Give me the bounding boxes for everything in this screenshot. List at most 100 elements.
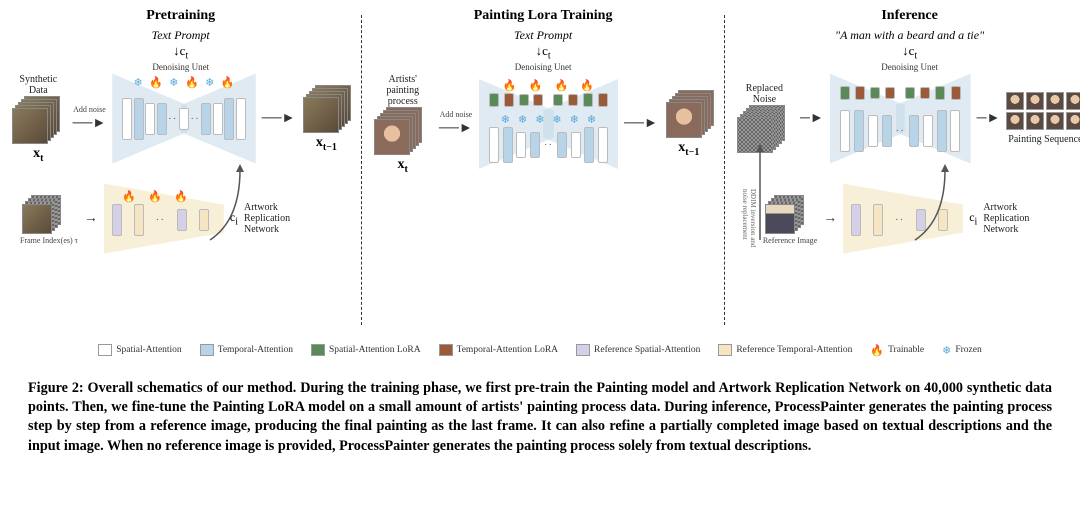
temporal-block	[937, 110, 947, 152]
unet-label: Denoising Unet	[735, 62, 1080, 72]
ct-symbol: ↓ct	[372, 43, 713, 62]
temporal-block	[557, 132, 567, 158]
xt-symbol: xt	[372, 157, 433, 175]
curve-arrow	[905, 160, 965, 250]
spatial-block	[868, 115, 878, 147]
trainable-icon: 🔥	[870, 344, 884, 357]
temporal-block	[134, 98, 144, 140]
frozen-icon: ❄	[133, 76, 142, 89]
panel-pretraining: Pretraining Text Prompt ↓ct Denoising Un…	[0, 0, 361, 365]
spatial-lora-block	[935, 86, 945, 100]
ellipsis: ··	[544, 139, 553, 151]
temporal-block	[882, 115, 892, 147]
frozen-icon: ❄	[535, 113, 544, 126]
denoising-unet-inference: ··	[830, 74, 971, 164]
figure-caption: Figure 2: Overall schematics of our meth…	[0, 365, 1080, 456]
trainable-icon: 🔥	[122, 190, 136, 203]
legend-spatial-lora: Spatial-Attention LoRA	[311, 344, 421, 356]
output-label: Painting Sequence	[1006, 134, 1080, 145]
panel-title: Pretraining	[10, 8, 351, 24]
legend-frozen: ❄ Frozen	[942, 344, 982, 357]
arrow-icon: ─►	[800, 111, 824, 127]
legend-temporal-lora: Temporal-Attention LoRA	[439, 344, 558, 356]
spatial-block	[179, 108, 189, 130]
legend-temporal-attention: Temporal-Attention	[200, 344, 293, 356]
trainable-icon: 🔥	[554, 79, 568, 92]
ellipsis: ··	[190, 113, 199, 125]
curve-arrow	[200, 160, 260, 250]
legend-ref-spatial: Reference Spatial-Attention	[576, 344, 700, 356]
spatial-block	[950, 110, 960, 152]
ellipsis: ··	[156, 214, 165, 226]
spatial-block	[236, 98, 246, 140]
temporal-block	[503, 127, 513, 163]
ct-symbol: ↓ct	[10, 43, 351, 62]
frame-index-stack	[20, 192, 64, 236]
temporal-lora-block	[855, 86, 865, 100]
legend-trainable: 🔥 Trainable	[870, 344, 924, 357]
up-arrow	[745, 140, 775, 250]
temporal-lora-block	[533, 94, 543, 106]
ref-spatial-block	[177, 209, 187, 231]
text-prompt-label: "A man with a beard and a tie"	[735, 28, 1080, 43]
ref-spatial-block	[112, 204, 122, 236]
trainable-icon: 🔥	[148, 190, 162, 203]
trainable-icon: 🔥	[529, 79, 543, 92]
spatial-lora-block	[553, 94, 563, 106]
spatial-block	[516, 132, 526, 158]
artist-process-stack	[372, 107, 422, 157]
spatial-block	[145, 103, 155, 135]
panel-title: Inference	[735, 8, 1080, 24]
temporal-block	[584, 127, 594, 163]
temporal-block	[909, 115, 919, 147]
add-noise-label: Add noise	[439, 110, 473, 119]
spatial-lora-block	[489, 93, 499, 107]
trainable-icon: 🔥	[580, 79, 594, 92]
figure-diagram: Pretraining Text Prompt ↓ct Denoising Un…	[0, 0, 1080, 365]
spatial-lora-block	[905, 87, 915, 99]
arrow-icon: ─►	[977, 111, 1001, 127]
spatial-block	[489, 127, 499, 163]
spatial-lora-block	[870, 87, 880, 99]
frozen-icon: ❄	[552, 113, 561, 126]
trainable-icon: 🔥	[221, 76, 235, 89]
panel-title: Painting Lora Training	[372, 8, 713, 24]
unet-label: Denoising Unet	[372, 62, 713, 72]
spatial-lora-block	[519, 94, 529, 106]
frozen-icon: ❄	[570, 113, 579, 126]
ellipsis: ··	[895, 214, 904, 226]
temporal-block	[530, 132, 540, 158]
temporal-block	[157, 103, 167, 135]
trainable-icon: 🔥	[185, 76, 199, 89]
text-prompt-label: Text Prompt	[372, 28, 713, 43]
arrow-icon: →	[84, 211, 98, 227]
trainable-icon: 🔥	[149, 76, 163, 89]
panel-inference: Inference "A man with a beard and a tie"…	[725, 0, 1080, 365]
spatial-block	[122, 98, 132, 140]
input-label: Artists' painting process	[372, 74, 433, 107]
painting-sequence-grid	[1006, 92, 1080, 130]
temporal-block	[224, 98, 234, 140]
frozen-icon: ❄	[518, 113, 527, 126]
frozen-icon: ❄	[205, 76, 214, 89]
spatial-block	[598, 127, 608, 163]
text-prompt-label: Text Prompt	[10, 28, 351, 43]
ref-temporal-block	[873, 204, 883, 236]
spatial-block	[571, 132, 581, 158]
frozen-icon: ❄	[942, 344, 951, 357]
arrow-icon: ──►	[262, 111, 296, 127]
output-stack	[664, 90, 714, 140]
synthetic-data-stack	[10, 96, 60, 146]
temporal-lora-block	[568, 94, 578, 106]
panel-lora-training: Painting Lora Training Text Prompt ↓ct D…	[362, 0, 723, 365]
spatial-block	[923, 115, 933, 147]
add-noise-label: Add noise	[73, 105, 107, 114]
arrow-icon: ──►	[73, 116, 107, 132]
ellipsis: ··	[168, 113, 177, 125]
arrow-icon: →	[823, 211, 837, 227]
ref-temporal-block	[134, 204, 144, 236]
frame-index-label: Frame Index(es) τ	[20, 236, 78, 245]
arn-label: Artwork Replication Network	[983, 202, 1063, 235]
temporal-lora-block	[951, 86, 961, 100]
xt-symbol: xt	[10, 146, 67, 164]
